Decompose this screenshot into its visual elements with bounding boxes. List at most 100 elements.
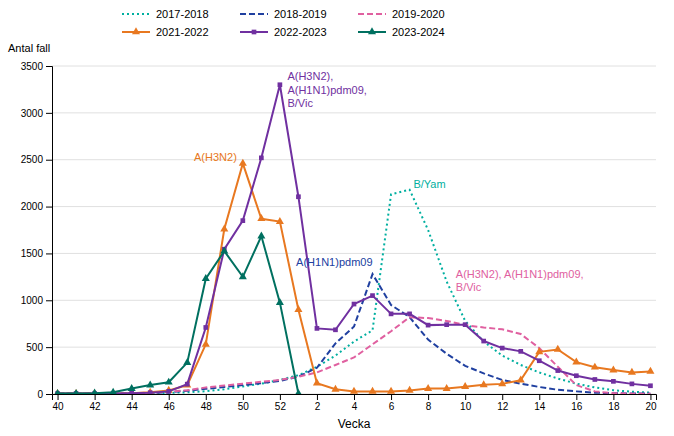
x-tick-label: 2: [315, 401, 321, 412]
series-group: [54, 82, 655, 394]
x-tick-label: 48: [201, 401, 213, 412]
x-tick-label: 20: [645, 401, 657, 412]
x-tick: 48: [201, 394, 213, 412]
marker: [296, 194, 301, 199]
legend-item: 2022-2023: [240, 26, 327, 38]
x-tick: 4: [352, 394, 358, 412]
plot: 4042444648505224681012141618200500100015…: [21, 61, 657, 412]
y-axis-line: [46, 67, 53, 395]
legend-label: 2022-2023: [274, 26, 327, 38]
x-tick-label: 10: [460, 401, 472, 412]
marker: [481, 339, 486, 344]
x-tick-label: 46: [164, 401, 176, 412]
x-tick: 52: [275, 394, 287, 412]
y-axis-title: Antal fall: [8, 42, 50, 54]
x-tick-mark: [428, 394, 429, 400]
x-tick-mark: [206, 394, 207, 400]
marker: [294, 305, 302, 312]
annotation: A(H3N2), A(H1N1)pdm09,B/Vic: [456, 268, 584, 293]
y-tick: 1000: [21, 295, 52, 306]
marker: [313, 379, 321, 386]
grid-line: [52, 112, 656, 113]
marker: [389, 312, 394, 317]
x-tick: 20: [645, 394, 657, 412]
legend-item: 2018-2019: [240, 8, 327, 20]
y-tick-mark: [46, 207, 52, 208]
legend-label: 2017-2018: [156, 8, 209, 20]
marker: [109, 388, 117, 394]
x-tick-mark: [465, 394, 466, 400]
marker: [628, 368, 636, 375]
legend-swatch: [240, 13, 268, 15]
marker: [572, 357, 580, 364]
marker: [202, 340, 210, 347]
x-tick-mark: [317, 394, 318, 400]
x-tick-label: 4: [352, 401, 358, 412]
y-axis: 0 500 1000 1500 2000 2500 3000 3500: [21, 61, 53, 400]
x-tick: 42: [90, 394, 102, 412]
marker: [611, 379, 616, 384]
marker: [461, 382, 469, 389]
y-tick-mark: [46, 394, 52, 395]
grid-line: [52, 66, 656, 67]
x-tick: 16: [571, 394, 583, 412]
marker: [166, 389, 171, 394]
y-tick-label: 500: [26, 342, 43, 353]
marker: [278, 82, 283, 87]
legend: 2017-20182018-20192019-20202021-20222022…: [122, 8, 445, 38]
x-axis-title: Vecka: [338, 417, 371, 431]
y-tick-label: 2000: [21, 201, 44, 212]
y-tick: 3500: [21, 61, 52, 72]
x-tick-label: 50: [238, 401, 250, 412]
marker: [555, 368, 560, 373]
series-line: [58, 236, 299, 393]
marker: [239, 159, 247, 166]
chart: 4042444648505224681012141618200500100015…: [0, 0, 674, 436]
marker: [257, 214, 265, 221]
y-tick-label: 3000: [21, 108, 44, 119]
marker: [537, 358, 542, 363]
marker: [165, 378, 173, 385]
marker: [331, 385, 339, 392]
annotation: A(H1N1)pdm09: [296, 256, 372, 268]
marker: [369, 387, 377, 394]
grid-line: [52, 159, 656, 160]
x-tick-mark: [539, 394, 540, 400]
x-tick-label: 6: [389, 401, 395, 412]
grid-line: [52, 347, 656, 348]
x-tick-mark: [280, 394, 281, 400]
legend-item: 2023-2024: [358, 26, 445, 38]
marker: [276, 217, 284, 224]
y-tick-mark: [46, 253, 52, 254]
grid-line: [52, 206, 656, 207]
marker: [591, 363, 599, 370]
marker: [54, 389, 62, 394]
legend-marker: [368, 27, 376, 34]
marker: [424, 384, 432, 391]
x-tick: 2: [315, 394, 321, 412]
marker: [648, 383, 653, 388]
x-tick-mark: [169, 394, 170, 400]
marker: [185, 382, 190, 387]
y-tick-label: 1500: [21, 248, 44, 259]
x-tick: 40: [52, 394, 64, 412]
marker: [630, 382, 635, 387]
series-line: [58, 85, 651, 394]
marker: [498, 379, 506, 386]
x-tick-label: 42: [90, 401, 102, 412]
series-line: [58, 190, 651, 394]
marker: [352, 302, 357, 307]
x-axis-line: [53, 395, 657, 401]
x-tick: 18: [608, 394, 620, 412]
marker: [350, 387, 358, 394]
marker: [129, 391, 134, 394]
y-tick-label: 2500: [21, 154, 44, 165]
marker: [593, 377, 598, 382]
grid-line: [52, 253, 656, 254]
annotations: A(H3N2)A(H3N2),A(H1N1)pdm09,B/VicB/YamA(…: [194, 70, 584, 293]
x-tick-mark: [576, 394, 577, 400]
marker: [407, 312, 412, 317]
x-tick-label: 44: [127, 401, 139, 412]
y-tick-label: 3500: [21, 61, 44, 72]
y-tick-label: 0: [37, 389, 43, 400]
